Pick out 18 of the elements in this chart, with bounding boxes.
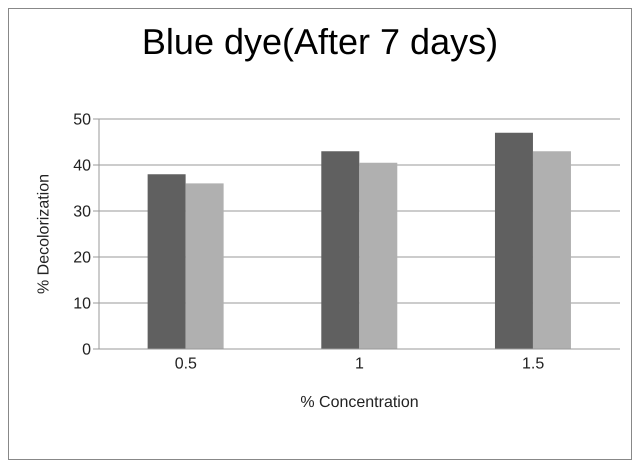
- chart-title: Blue dye(After 7 days): [140, 21, 500, 63]
- y-tick-label: 10: [73, 296, 92, 313]
- x-tick-label: 1.5: [522, 355, 544, 372]
- x-tick-label: 0.5: [174, 355, 198, 372]
- y-tick-label: 20: [73, 250, 92, 267]
- bar: [532, 151, 571, 349]
- y-axis-title: % Decolorization: [36, 174, 53, 294]
- bar: [186, 183, 224, 349]
- bar: [321, 151, 360, 349]
- bar: [148, 174, 186, 349]
- y-tick-label: 40: [73, 158, 92, 175]
- bar: [494, 132, 533, 349]
- y-tick-label: 30: [73, 204, 92, 221]
- bar: [359, 162, 398, 349]
- y-tick-label: 50: [73, 112, 92, 129]
- y-tick-label: 0: [82, 342, 92, 359]
- x-axis-title: % Concentration: [300, 394, 419, 411]
- x-tick-label: 1: [355, 355, 364, 372]
